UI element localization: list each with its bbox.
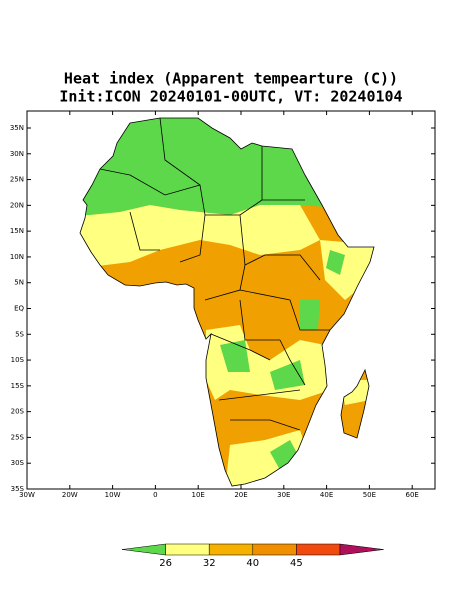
- lat-tick-label: 25N: [10, 176, 24, 184]
- lon-tick-label: 20E: [234, 491, 247, 499]
- lon-tick-label: 40E: [320, 491, 333, 499]
- lat-tick-label: 15S: [11, 382, 25, 390]
- lat-tick-label: EQ: [14, 304, 24, 312]
- colorbar-segment: [208, 543, 254, 556]
- lat-tick-label: 10S: [11, 356, 25, 364]
- lat-tick-label: 25S: [11, 433, 25, 441]
- lat-tick-label: 5N: [14, 279, 24, 287]
- colorbar-segment: [252, 543, 297, 556]
- colorbar-segment: [121, 543, 166, 556]
- madagascar: [340, 368, 370, 439]
- field-yellow: [80, 205, 320, 275]
- lon-tick-label: 20W: [62, 491, 78, 499]
- lat-tick-label: 20N: [10, 201, 24, 209]
- subtitle: Init:ICON 20240101-00UTC, VT: 20240104: [59, 88, 402, 106]
- lat-tick-label: 15N: [10, 227, 24, 235]
- colorbar-label: 32: [203, 558, 216, 569]
- axis-ticks: 35N 30N 25N 20N 15N 10N 5N EQ 5S 10S 15S 20S 25S 30S 3…: [10, 111, 435, 499]
- title: Heat index (Apparent tempearture (C)): [64, 70, 398, 88]
- lat-tick-label: 5S: [15, 330, 24, 338]
- colorbar-label: 45: [290, 558, 303, 569]
- lat-tick-label: 30N: [10, 150, 24, 158]
- lon-tick-label: 30E: [277, 491, 290, 499]
- borders: [79, 117, 375, 487]
- lon-tick-label: 60E: [406, 491, 419, 499]
- lon-tick-label: 0: [153, 491, 157, 499]
- colorbar-segment: [296, 543, 341, 556]
- lon-tick-label: 10W: [105, 491, 121, 499]
- colorbar-segment: [339, 543, 384, 556]
- lat-tick-label: 10N: [10, 253, 24, 261]
- lat-tick-label: 35N: [10, 124, 24, 132]
- lon-tick-label: 50E: [363, 491, 376, 499]
- lat-tick-label: 30S: [11, 459, 25, 467]
- coastline: [79, 117, 375, 487]
- lon-tick-label: 10E: [192, 491, 205, 499]
- country-borders: [99, 117, 330, 431]
- colorbar-label: 26: [159, 558, 172, 569]
- field-green-cape: [270, 440, 298, 470]
- colorbar-segment: [165, 543, 210, 556]
- lat-tick-label: 35S: [11, 485, 25, 493]
- lon-tick-label: 30W: [19, 491, 35, 499]
- colorbar-label: 40: [246, 558, 259, 569]
- field-green-east: [300, 250, 345, 330]
- field-green-south: [220, 340, 305, 390]
- lat-tick-label: 20S: [11, 408, 25, 416]
- colorbar: 26 32 40 45: [121, 543, 384, 569]
